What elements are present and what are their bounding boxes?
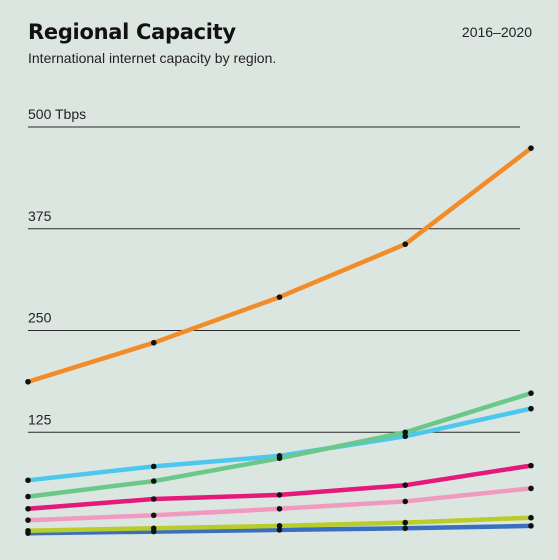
data-point bbox=[402, 429, 409, 436]
series-line bbox=[25, 145, 534, 385]
data-point bbox=[25, 505, 31, 512]
data-point bbox=[276, 505, 283, 512]
date-range: 2016–2020 bbox=[461, 24, 532, 40]
data-point bbox=[528, 145, 534, 151]
data-point bbox=[25, 493, 31, 500]
y-tick-label: 250 bbox=[28, 310, 52, 326]
data-point bbox=[276, 455, 283, 462]
y-tick-label: 125 bbox=[28, 411, 52, 427]
data-point bbox=[150, 478, 157, 484]
y-tick-label: 375 bbox=[28, 208, 52, 224]
series-line bbox=[25, 390, 534, 499]
data-point bbox=[528, 485, 534, 492]
data-point bbox=[150, 525, 157, 532]
data-point bbox=[25, 477, 31, 484]
y-tick-label: 500 Tbps bbox=[28, 106, 86, 122]
data-point bbox=[25, 527, 31, 534]
data-point bbox=[276, 523, 283, 529]
data-point bbox=[25, 517, 31, 523]
data-point bbox=[528, 514, 534, 521]
data-point bbox=[528, 390, 534, 396]
data-point bbox=[276, 527, 283, 533]
data-point bbox=[402, 482, 409, 488]
data-point bbox=[25, 378, 31, 385]
chart-subtitle: International internet capacity by regio… bbox=[28, 50, 277, 66]
data-point bbox=[402, 241, 409, 248]
data-point bbox=[276, 294, 283, 300]
data-point bbox=[150, 463, 157, 470]
data-point bbox=[150, 339, 157, 346]
data-point bbox=[276, 492, 283, 498]
data-point bbox=[528, 523, 534, 529]
data-point bbox=[402, 525, 409, 532]
data-point bbox=[150, 496, 157, 502]
data-point bbox=[402, 433, 409, 440]
data-point bbox=[402, 519, 409, 526]
data-point bbox=[402, 498, 409, 505]
data-point bbox=[528, 462, 534, 469]
data-point bbox=[150, 512, 157, 519]
chart-title: Regional Capacity bbox=[28, 20, 236, 44]
series-line bbox=[25, 406, 534, 483]
data-point bbox=[528, 405, 534, 412]
